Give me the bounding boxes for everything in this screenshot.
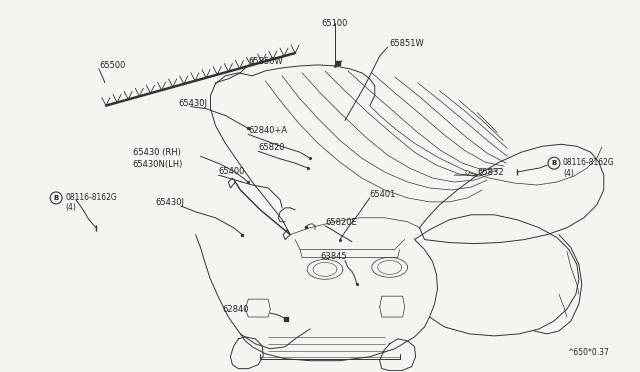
Text: 65820: 65820	[259, 143, 285, 152]
Text: 65401: 65401	[370, 190, 396, 199]
Text: 65430 (RH): 65430 (RH)	[133, 148, 180, 157]
Text: 62840: 62840	[223, 305, 249, 314]
Text: B: B	[54, 195, 59, 201]
Text: ^650*0.37: ^650*0.37	[567, 348, 609, 357]
Text: 65430J: 65430J	[179, 99, 207, 108]
Text: 65820E: 65820E	[325, 218, 356, 227]
Text: B: B	[551, 160, 557, 166]
Text: 65430N(LH): 65430N(LH)	[133, 160, 183, 169]
Text: 62840+A: 62840+A	[248, 126, 287, 135]
Text: 65400: 65400	[218, 167, 245, 176]
Text: 65100: 65100	[322, 19, 348, 28]
Text: 63845: 63845	[320, 253, 347, 262]
Text: 65851W: 65851W	[390, 39, 424, 48]
Text: 65832: 65832	[477, 168, 504, 177]
Text: 08116-8162G
(4): 08116-8162G (4)	[563, 158, 614, 177]
Text: 08116-8162G
(4): 08116-8162G (4)	[65, 193, 117, 212]
Text: 65500: 65500	[99, 61, 125, 70]
Text: 65850W: 65850W	[248, 57, 283, 66]
Text: 65430J: 65430J	[156, 198, 185, 207]
